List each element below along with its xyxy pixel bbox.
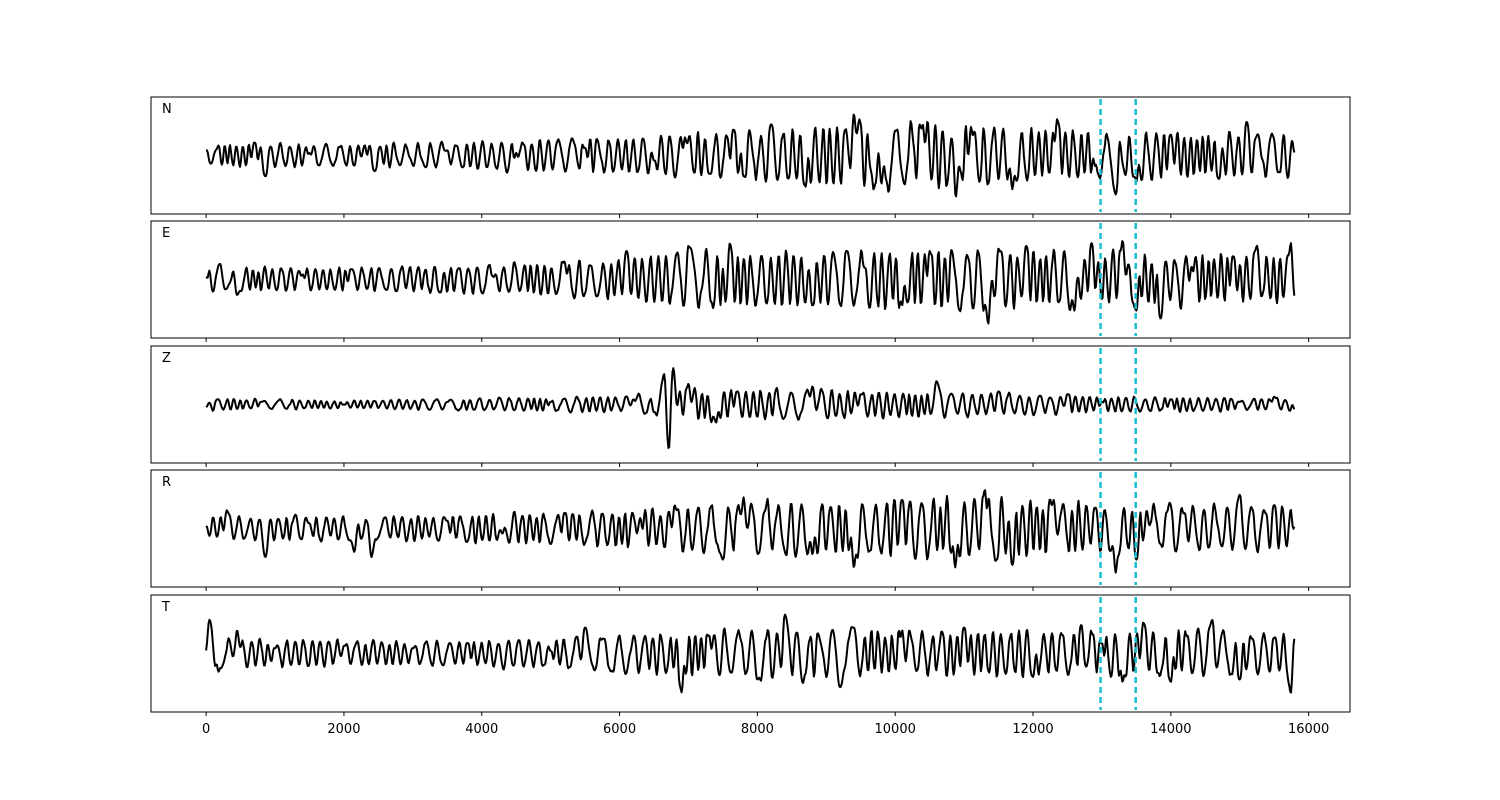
waveform-line-t bbox=[205, 613, 1296, 694]
panel-r: R bbox=[150, 469, 1351, 591]
x-tick-label: 10000 bbox=[875, 722, 916, 737]
x-tick-label: 6000 bbox=[603, 722, 636, 737]
panel-label-r: R bbox=[162, 475, 171, 490]
panel-z: Z bbox=[150, 345, 1351, 467]
panel-label-z: Z bbox=[162, 351, 171, 366]
panel-n: N bbox=[150, 96, 1351, 218]
waveform-line-e bbox=[205, 240, 1296, 325]
axes-frame bbox=[150, 96, 1351, 215]
x-tick-label: 14000 bbox=[1150, 722, 1191, 737]
panel-label-e: E bbox=[162, 226, 170, 241]
panel-label-n: N bbox=[162, 102, 172, 117]
axes-frame bbox=[150, 594, 1351, 713]
panel-e: E bbox=[150, 220, 1351, 342]
x-tick-label: 8000 bbox=[741, 722, 774, 737]
waveform-line-n bbox=[205, 113, 1296, 198]
panel-t: T bbox=[150, 594, 1351, 716]
waveform-line-z bbox=[205, 367, 1296, 449]
axes-frame bbox=[150, 469, 1351, 588]
waveform-line-r bbox=[205, 489, 1296, 574]
axes-frame bbox=[150, 220, 1351, 339]
panel-label-t: T bbox=[161, 600, 170, 615]
axes-frame bbox=[150, 345, 1351, 464]
x-tick-label: 16000 bbox=[1288, 722, 1329, 737]
x-tick-label: 4000 bbox=[465, 722, 498, 737]
x-tick-label: 0 bbox=[202, 722, 210, 737]
x-tick-label: 12000 bbox=[1012, 722, 1053, 737]
x-tick-label: 2000 bbox=[327, 722, 360, 737]
